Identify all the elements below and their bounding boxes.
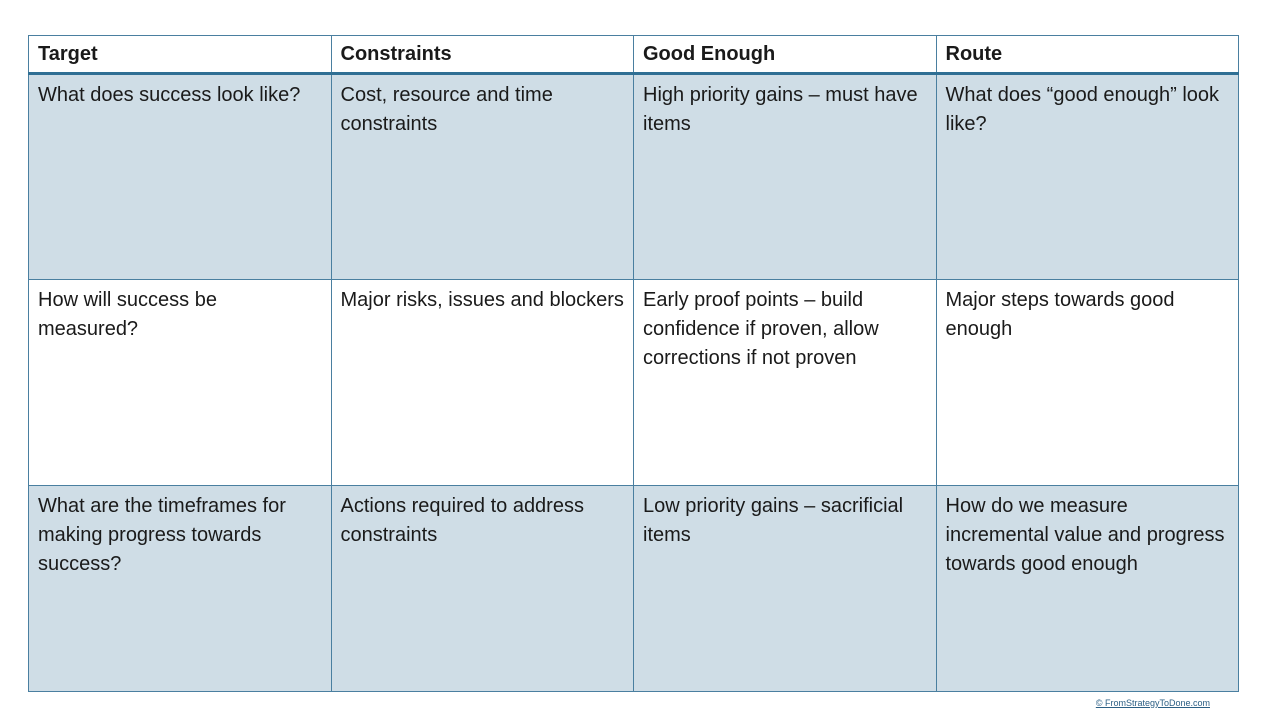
- table-header: Target Constraints Good Enough Route: [28, 35, 1239, 75]
- table-body: What does success look like? Cost, resou…: [28, 73, 1239, 692]
- table-row: What does success look like? Cost, resou…: [28, 73, 1239, 280]
- table-cell: Cost, resource and time constraints: [330, 73, 634, 280]
- table-cell: Low priority gains – sacrificial items: [633, 485, 937, 692]
- table-cell: High priority gains – must have items: [633, 73, 937, 280]
- framework-table: Target Constraints Good Enough Route Wha…: [28, 35, 1239, 692]
- table-row: How will success be measured? Major risk…: [28, 279, 1239, 486]
- copyright-link[interactable]: © FromStrategyToDone.com: [1095, 698, 1210, 708]
- table-cell: How do we measure incremental value and …: [935, 485, 1239, 692]
- header-constraints: Constraints: [330, 35, 634, 75]
- table-cell: What does success look like?: [28, 73, 332, 280]
- header-row: Target Constraints Good Enough Route: [28, 35, 1239, 75]
- header-route: Route: [935, 35, 1239, 75]
- table-cell: Major steps towards good enough: [935, 279, 1239, 486]
- table-row: What are the timeframes for making progr…: [28, 485, 1239, 692]
- table-cell: Actions required to address constraints: [330, 485, 634, 692]
- table-cell: Early proof points – build confidence if…: [633, 279, 937, 486]
- table-cell: Major risks, issues and blockers: [330, 279, 634, 486]
- header-good-enough: Good Enough: [633, 35, 937, 75]
- header-target: Target: [28, 35, 332, 75]
- table-cell: What are the timeframes for making progr…: [28, 485, 332, 692]
- table-cell: What does “good enough” look like?: [935, 73, 1239, 280]
- table-cell: How will success be measured?: [28, 279, 332, 486]
